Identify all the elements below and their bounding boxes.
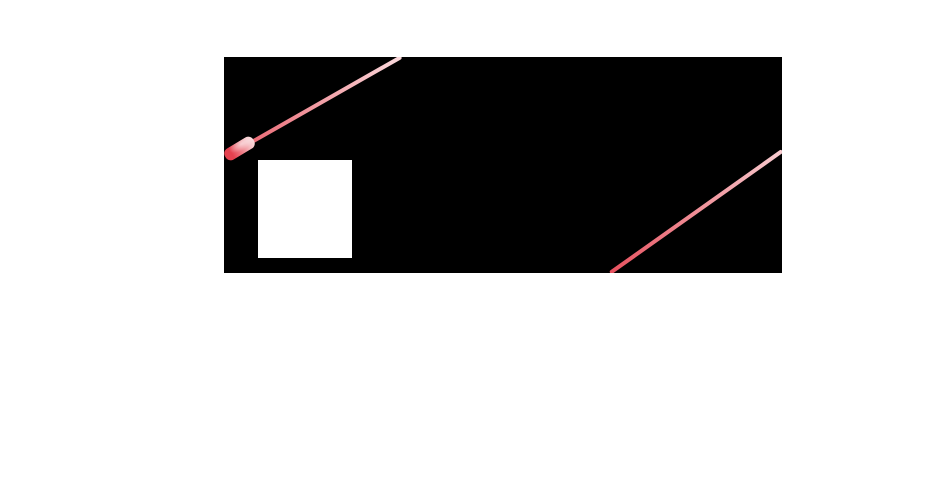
white-square [258,160,352,258]
black-panel [224,57,782,273]
comet-head [224,133,257,163]
corner-laser-beam [608,149,782,273]
comet-beam [249,57,402,145]
